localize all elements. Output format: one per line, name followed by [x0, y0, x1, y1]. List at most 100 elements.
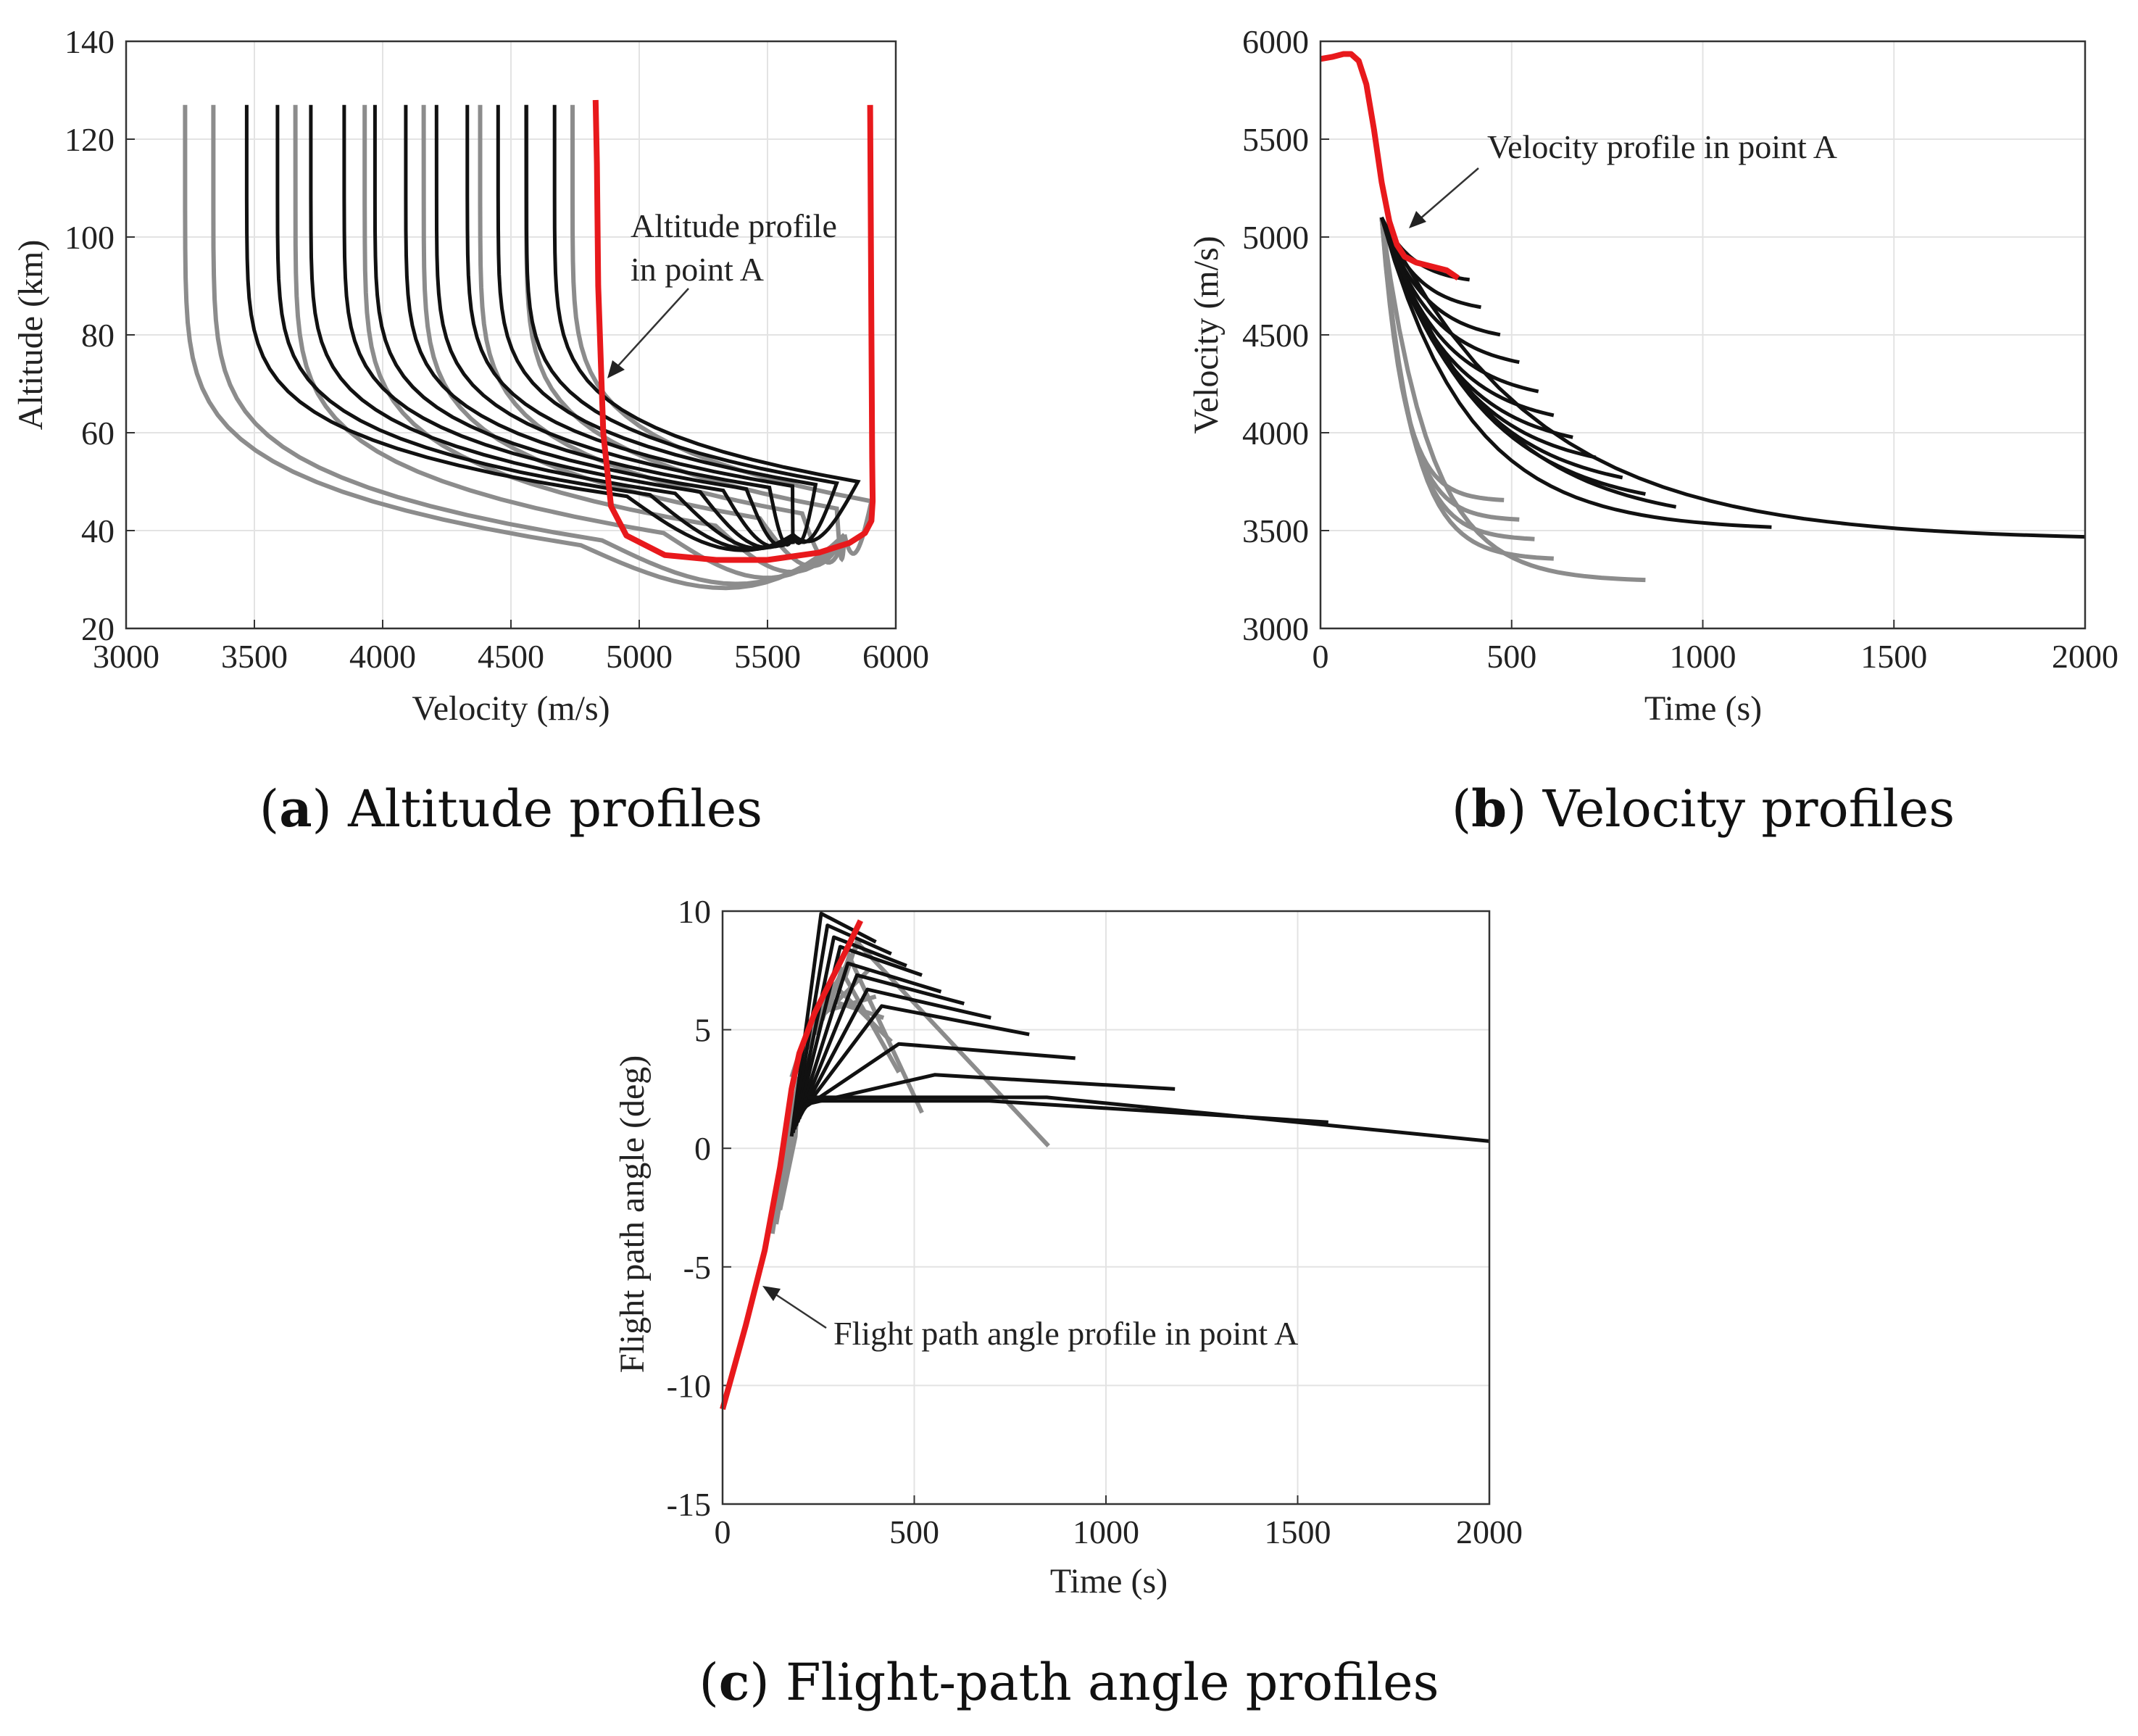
altitude-x-tick-label: 3000: [93, 638, 159, 675]
altitude-black-trajectory: [275, 104, 794, 552]
velocity-black-trajectory: [1380, 217, 1772, 529]
velocity-x-label: Time (s): [1644, 689, 1762, 728]
flight-path-angle-annotation-arrow: [762, 1286, 827, 1329]
altitude-grey-trajectory: [570, 104, 875, 556]
altitude-grey-trajectory: [211, 104, 847, 586]
velocity-y-tick-label: 4500: [1242, 317, 1309, 354]
altitude-grey-trajectory: [421, 104, 847, 569]
velocity-x-tick-label: 1000: [1670, 638, 1736, 675]
flight-path-angle-x-tick-label: 500: [889, 1513, 939, 1550]
altitude-grey-trajectory: [362, 104, 847, 575]
altitude-chart: 3000 3500 4000 4500 5000 5500 6000 20 40 60 80 100 1…: [12, 23, 929, 839]
altitude-y-tick-label: 80: [81, 317, 115, 354]
flight-path-angle-y-label: Flight path angle (deg): [613, 1055, 652, 1374]
altitude-x-tick-label: 6000: [862, 638, 929, 675]
altitude-x-label: Velocity (m/s): [412, 689, 610, 728]
velocity-series: [1320, 51, 2086, 583]
altitude-y-tick-label: 40: [81, 512, 115, 549]
altitude-annotation-line2: in point A: [631, 251, 764, 288]
altitude-grey-trajectory: [478, 104, 847, 565]
velocity-x-tick-label: 0: [1313, 638, 1329, 675]
fpa-black-trajectory: [802, 1042, 1076, 1110]
flight-path-angle-x-tick-label: 1500: [1265, 1513, 1331, 1550]
altitude-y-tick-label: 60: [81, 415, 115, 452]
altitude-y-tick-label: 100: [65, 219, 115, 256]
altitude-tick-labels: 3000 3500 4000 4500 5000 5500 6000 20 40 60 80 100 1…: [65, 23, 929, 675]
fpa-black-trajectory: [804, 1073, 1176, 1107]
altitude-y-label: Altitude (km): [12, 240, 50, 431]
velocity-y-tick-label: 3000: [1242, 610, 1309, 647]
altitude-black-trajectory: [465, 104, 795, 544]
flight-path-angle-y-tick-label: 10: [678, 893, 711, 930]
altitude-grey-trajectory: [293, 104, 847, 581]
velocity-y-tick-label: 6000: [1242, 23, 1309, 60]
velocity-annotation: Velocity profile in point A: [1487, 128, 1837, 165]
flight-path-angle-plot-frame: [721, 910, 1491, 1505]
flight-path-angle-x-tick-label: 2000: [1456, 1513, 1523, 1550]
altitude-plot-frame: [125, 40, 897, 630]
altitude-x-tick-label: 5000: [606, 638, 673, 675]
flight-path-angle-y-tick-label: -10: [667, 1367, 711, 1404]
altitude-grey-trajectory: [524, 104, 847, 562]
velocity-y-tick-label: 5500: [1242, 121, 1309, 158]
altitude-y-tick-label: 20: [81, 610, 115, 647]
flight-path-angle-chart: 0 500 1000 1500 2000 -15 -10 -5 0 5 10 Time (s) Fl…: [613, 893, 1523, 1712]
fpa-black-trajectory: [796, 961, 942, 1123]
flight-path-angle-tick-labels: 0 500 1000 1500 2000 -15 -10 -5 0 5 10: [667, 893, 1523, 1550]
fpa-black-trajectory: [808, 1095, 1490, 1143]
altitude-annotation-line1: Altitude profile: [631, 207, 837, 244]
velocity-black-trajectory: [1380, 217, 1597, 460]
velocity-tick-labels: 0 500 1000 1500 2000 3000 3500 4000 4500 5000 5500…: [1242, 23, 2118, 675]
altitude-black-trajectory: [552, 104, 861, 544]
flight-path-angle-caption: (c) Flight-path angle profiles: [699, 1652, 1439, 1712]
altitude-black-trajectory: [244, 104, 794, 552]
altitude-black-trajectory: [373, 104, 795, 549]
velocity-black-trajectory: [1380, 217, 1677, 509]
velocity-grey-trajectory: [1379, 217, 1646, 583]
altitude-annotation-arrow: [607, 288, 689, 378]
altitude-grey-trajectory: [183, 104, 847, 591]
velocity-plot-frame: [1319, 40, 2087, 630]
altitude-series: [183, 99, 876, 591]
velocity-x-tick-label: 500: [1486, 638, 1536, 675]
fpa-black-trajectory: [799, 987, 991, 1116]
altitude-x-tick-label: 3500: [221, 638, 288, 675]
fpa-point-a-profile: [720, 919, 864, 1411]
flight-path-angle-x-tick-label: 1000: [1073, 1513, 1139, 1550]
altitude-y-tick-label: 140: [65, 23, 115, 60]
flight-path-angle-y-tick-label: -5: [683, 1249, 711, 1286]
altitude-black-trajectory: [434, 104, 795, 547]
velocity-black-trajectory: [1380, 217, 1501, 337]
altitude-x-tick-label: 5500: [734, 638, 801, 675]
fpa-grey-trajectory: [828, 965, 901, 1073]
fpa-black-trajectory: [797, 973, 965, 1120]
flight-path-angle-x-tick-label: 0: [715, 1513, 731, 1550]
velocity-annotation-arrow: [1409, 167, 1479, 228]
fpa-black-trajectory: [793, 935, 907, 1130]
flight-path-angle-y-tick-label: 5: [694, 1012, 711, 1049]
flight-path-angle-y-tick-label: -15: [667, 1486, 711, 1523]
velocity-caption: (b) Velocity profiles: [1452, 778, 1955, 839]
altitude-black-trajectory: [342, 104, 795, 549]
velocity-y-tick-label: 4000: [1242, 415, 1309, 452]
altitude-point-a-profile: [592, 99, 876, 563]
altitude-black-trajectory: [404, 104, 795, 548]
flight-path-angle-annotation: Flight path angle profile in point A: [833, 1315, 1298, 1352]
velocity-black-trajectory: [1380, 217, 1623, 480]
flight-path-angle-series: [720, 911, 1490, 1411]
velocity-point-a-profile: [1320, 51, 1460, 281]
velocity-chart: 0 500 1000 1500 2000 3000 3500 4000 4500 5000 5500…: [1187, 23, 2118, 839]
velocity-y-label: Velocity (m/s): [1187, 236, 1226, 433]
flight-path-angle-x-label: Time (s): [1050, 1562, 1168, 1600]
velocity-y-tick-label: 3500: [1242, 512, 1309, 549]
fpa-black-trajectory: [791, 923, 892, 1134]
altitude-x-tick-label: 4000: [349, 638, 416, 675]
velocity-grey-trajectory: [1379, 217, 1554, 561]
velocity-y-tick-label: 5000: [1242, 219, 1309, 256]
altitude-black-trajectory: [309, 104, 794, 551]
altitude-caption: (a) Altitude profiles: [259, 778, 762, 839]
velocity-x-tick-label: 2000: [2052, 638, 2118, 675]
velocity-x-tick-label: 1500: [1860, 638, 1927, 675]
altitude-x-tick-label: 4500: [478, 638, 544, 675]
